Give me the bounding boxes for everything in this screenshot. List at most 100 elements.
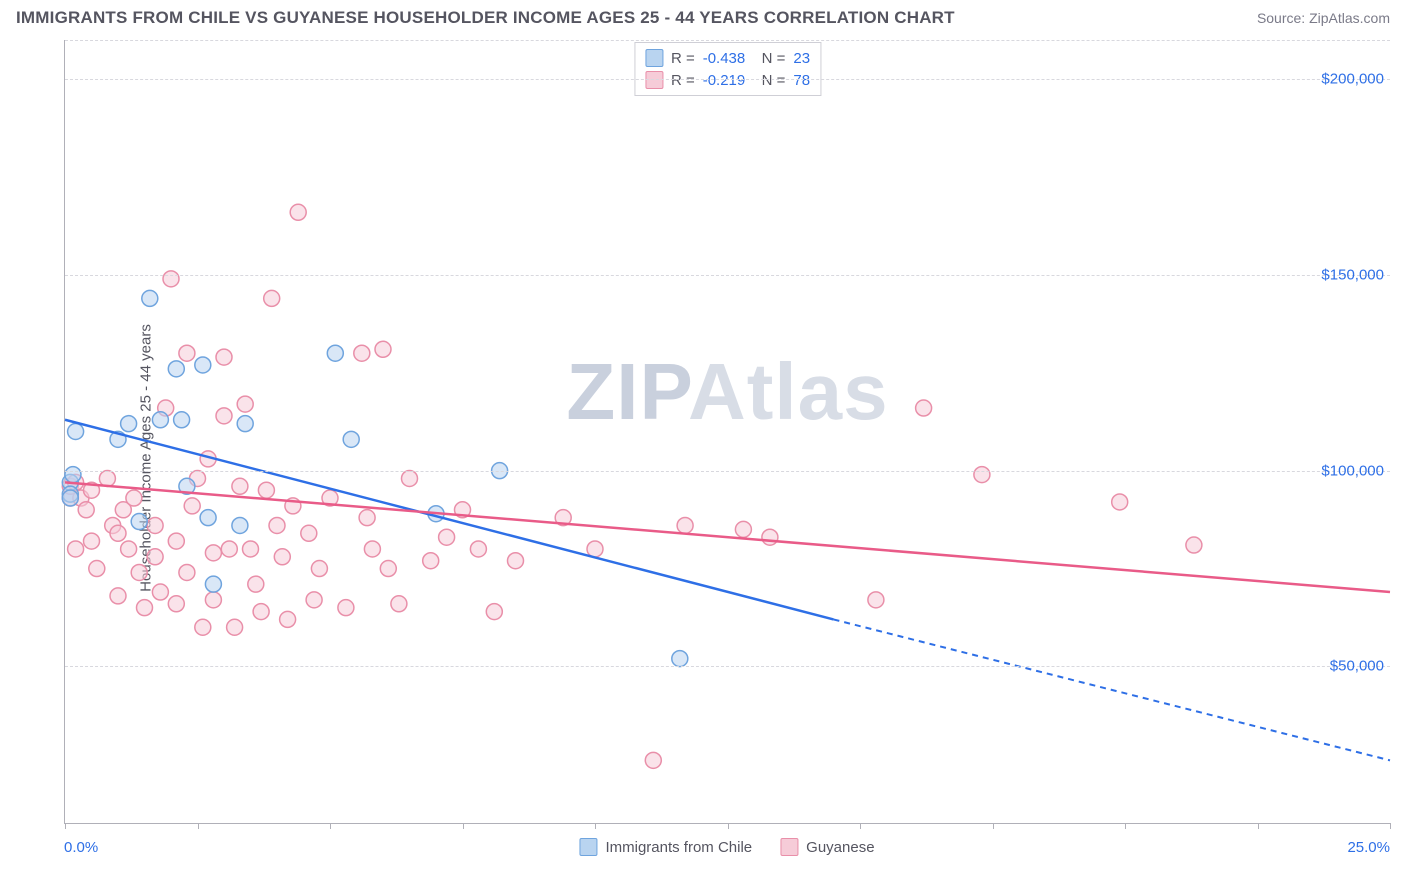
data-point	[280, 611, 296, 627]
data-point	[274, 549, 290, 565]
data-point	[121, 416, 137, 432]
legend-series-item: Immigrants from Chile	[579, 838, 752, 856]
data-point	[89, 561, 105, 577]
data-point	[147, 549, 163, 565]
data-point	[306, 592, 322, 608]
data-point	[301, 525, 317, 541]
legend-swatch	[780, 838, 798, 856]
data-point	[110, 588, 126, 604]
data-point	[168, 533, 184, 549]
data-point	[264, 290, 280, 306]
x-tick	[1390, 823, 1391, 829]
data-point	[311, 561, 327, 577]
data-point	[508, 553, 524, 569]
y-tick-label: $50,000	[1330, 658, 1384, 675]
data-point	[364, 541, 380, 557]
x-tick	[993, 823, 994, 829]
data-point	[237, 396, 253, 412]
data-point	[84, 533, 100, 549]
data-point	[168, 596, 184, 612]
data-point	[343, 431, 359, 447]
legend-swatch	[579, 838, 597, 856]
x-tick	[1125, 823, 1126, 829]
data-point	[645, 752, 661, 768]
data-point	[142, 290, 158, 306]
data-point	[258, 482, 274, 498]
data-point	[974, 467, 990, 483]
y-tick-label: $100,000	[1321, 462, 1384, 479]
data-point	[68, 424, 84, 440]
data-point	[269, 517, 285, 533]
data-point	[735, 521, 751, 537]
data-point	[184, 498, 200, 514]
data-point	[152, 584, 168, 600]
data-point	[232, 478, 248, 494]
y-tick-label: $200,000	[1321, 71, 1384, 88]
data-point	[131, 564, 147, 580]
data-point	[232, 517, 248, 533]
data-point	[205, 545, 221, 561]
legend-r-label: R =	[671, 50, 695, 67]
data-point	[131, 514, 147, 530]
plot-svg	[65, 40, 1390, 823]
chart-container: Householder Income Ages 25 - 44 years ZI…	[16, 40, 1390, 876]
data-point	[470, 541, 486, 557]
source-label: Source: ZipAtlas.com	[1257, 10, 1390, 26]
data-point	[253, 604, 269, 620]
data-point	[68, 541, 84, 557]
data-point	[205, 592, 221, 608]
data-point	[916, 400, 932, 416]
data-point	[216, 349, 232, 365]
x-min-label: 0.0%	[64, 839, 98, 856]
data-point	[168, 361, 184, 377]
data-point	[78, 502, 94, 518]
gridline	[65, 471, 1390, 472]
data-point	[200, 510, 216, 526]
trend-line-extrapolated	[834, 619, 1391, 760]
x-tick	[198, 823, 199, 829]
data-point	[121, 541, 137, 557]
legend-stat-row: R = -0.438 N = 23	[645, 47, 810, 69]
data-point	[439, 529, 455, 545]
x-axis-row: 0.0% Immigrants from ChileGuyanese 25.0%	[64, 832, 1390, 856]
data-point	[195, 619, 211, 635]
data-point	[126, 490, 142, 506]
data-point	[327, 345, 343, 361]
x-tick	[728, 823, 729, 829]
data-point	[163, 271, 179, 287]
data-point	[195, 357, 211, 373]
x-tick	[860, 823, 861, 829]
legend-series: Immigrants from Chile Guyanese	[579, 838, 874, 856]
data-point	[99, 470, 115, 486]
y-tick-label: $150,000	[1321, 266, 1384, 283]
gridline	[65, 275, 1390, 276]
data-point	[423, 553, 439, 569]
plot-area: ZIPAtlas R = -0.438 N = 23R = -0.219 N =…	[64, 40, 1390, 824]
data-point	[237, 416, 253, 432]
legend-series-name: Guyanese	[806, 839, 874, 856]
data-point	[672, 651, 688, 667]
data-point	[227, 619, 243, 635]
data-point	[62, 490, 78, 506]
gridline	[65, 79, 1390, 80]
x-tick	[65, 823, 66, 829]
data-point	[359, 510, 375, 526]
legend-series-name: Immigrants from Chile	[605, 839, 752, 856]
data-point	[391, 596, 407, 612]
data-point	[221, 541, 237, 557]
data-point	[248, 576, 264, 592]
data-point	[290, 204, 306, 220]
data-point	[375, 341, 391, 357]
data-point	[179, 345, 195, 361]
legend-series-item: Guyanese	[780, 838, 874, 856]
legend-swatch	[645, 49, 663, 67]
data-point	[137, 600, 153, 616]
data-point	[110, 525, 126, 541]
data-point	[216, 408, 232, 424]
data-point	[587, 541, 603, 557]
data-point	[1186, 537, 1202, 553]
data-point	[243, 541, 259, 557]
data-point	[486, 604, 502, 620]
legend-n-value: 23	[793, 50, 810, 67]
data-point	[354, 345, 370, 361]
